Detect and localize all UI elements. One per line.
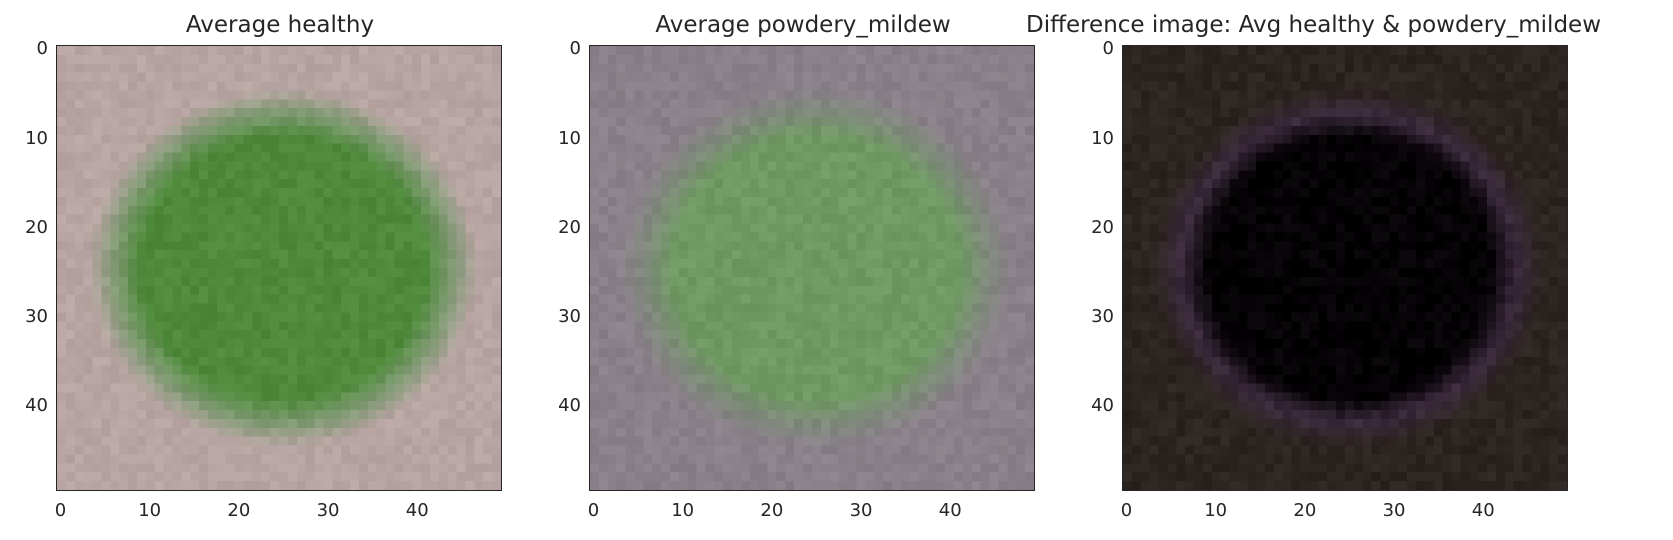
x-tick-label: 10 (138, 500, 162, 521)
difference-image (1123, 46, 1567, 490)
x-tick-label: 40 (405, 500, 429, 521)
image-plot (1122, 45, 1568, 491)
average-powdery-mildew-image (590, 46, 1034, 490)
y-tick-label: 40 (25, 395, 48, 417)
y-tick-label: 20 (25, 216, 48, 238)
panel-title: Average powdery_mildew (655, 12, 951, 38)
x-tick-label: 20 (760, 500, 784, 521)
x-tick-label: 40 (1471, 500, 1495, 521)
x-tick-label: 30 (849, 500, 873, 521)
average-healthy-image (57, 46, 501, 490)
y-tick-label: 40 (558, 395, 581, 417)
y-tick-label: 30 (1091, 306, 1114, 328)
x-tick-label: 20 (227, 500, 251, 521)
x-tick-label: 10 (1204, 500, 1228, 521)
x-tick-label: 30 (316, 500, 340, 521)
image-plot (589, 45, 1035, 491)
y-tick-label: 40 (1091, 395, 1114, 417)
x-tick-label: 10 (671, 500, 695, 521)
x-tick-label: 0 (587, 500, 600, 521)
image-plot (56, 45, 502, 491)
y-tick-label: 0 (1102, 38, 1114, 60)
panel-average-healthy: Average healthy 0 10 20 30 40 0 10 20 30 40 (0, 0, 560, 540)
x-tick-label: 20 (1293, 500, 1317, 521)
panel-title: Average healthy (185, 12, 375, 38)
x-tick-label: 40 (938, 500, 962, 521)
y-tick-label: 30 (25, 306, 48, 328)
y-tick-label: 0 (569, 38, 581, 60)
y-tick-label: 20 (1091, 216, 1114, 238)
y-tick-label: 20 (558, 216, 581, 238)
x-tick-label: 0 (54, 500, 67, 521)
y-tick-label: 10 (1091, 127, 1114, 149)
x-tick-label: 0 (1120, 500, 1133, 521)
x-tick-label: 30 (1382, 500, 1406, 521)
y-tick-label: 30 (558, 306, 581, 328)
panel-difference-image: Difference image: Avg healthy & powdery_… (1026, 0, 1626, 540)
y-tick-label: 10 (558, 127, 581, 149)
y-tick-label: 10 (25, 127, 48, 149)
panel-average-powdery-mildew: Average powdery_mildew 0 10 20 30 40 0 10 20 30 4… (533, 0, 1093, 540)
panel-title: Difference image: Avg healthy & powdery_… (1026, 12, 1602, 38)
y-tick-label: 0 (36, 38, 48, 60)
